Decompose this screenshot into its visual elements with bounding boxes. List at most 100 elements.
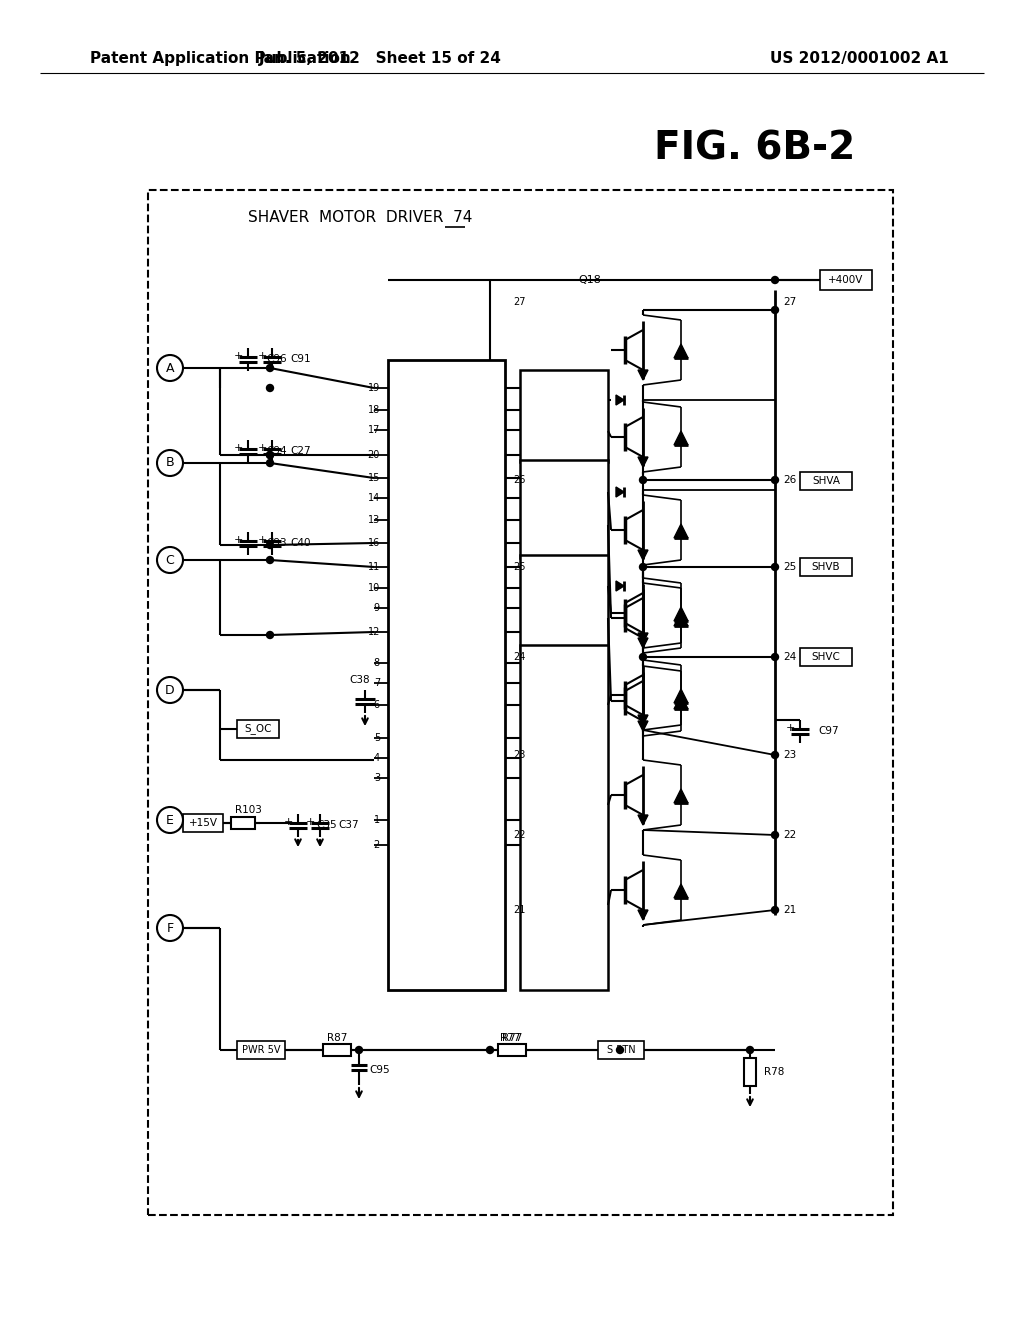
Text: C97: C97 [818, 726, 839, 737]
Text: SHVB: SHVB [812, 562, 841, 572]
Bar [237, 1041, 285, 1059]
Circle shape [771, 751, 778, 759]
Bar [148, 190, 893, 1214]
Bar [800, 473, 852, 490]
Polygon shape [638, 814, 648, 825]
Text: +: + [233, 535, 243, 545]
Text: A: A [166, 362, 174, 375]
Polygon shape [674, 689, 688, 704]
Text: FIG. 6B-2: FIG. 6B-2 [654, 129, 856, 168]
Circle shape [266, 459, 273, 466]
Text: 17: 17 [368, 425, 380, 436]
Text: 23: 23 [513, 750, 525, 760]
Text: Q18: Q18 [579, 275, 601, 285]
Text: R78: R78 [764, 1067, 784, 1077]
Text: 8: 8 [374, 657, 380, 668]
Circle shape [266, 541, 273, 549]
Text: +: + [785, 723, 795, 733]
Circle shape [266, 384, 273, 392]
Circle shape [486, 1047, 494, 1053]
Text: +15V: +15V [188, 818, 217, 828]
Circle shape [266, 631, 273, 639]
Text: PWR 5V: PWR 5V [242, 1045, 281, 1055]
Polygon shape [638, 715, 648, 725]
Polygon shape [674, 524, 688, 539]
Polygon shape [674, 432, 688, 445]
Text: C96: C96 [266, 354, 287, 364]
Text: US 2012/0001002 A1: US 2012/0001002 A1 [770, 50, 949, 66]
Text: +: + [284, 817, 293, 828]
Text: C37: C37 [338, 820, 358, 830]
Text: R87: R87 [327, 1034, 347, 1043]
Bar [598, 1041, 644, 1059]
Text: C38: C38 [349, 675, 371, 685]
Text: +400V: +400V [828, 275, 863, 285]
Bar [520, 370, 608, 462]
Polygon shape [638, 634, 648, 643]
Circle shape [266, 451, 273, 458]
Text: 11: 11 [368, 562, 380, 572]
Text: C: C [166, 553, 174, 566]
Polygon shape [674, 696, 688, 709]
Circle shape [771, 832, 778, 838]
Text: C40: C40 [290, 539, 310, 548]
Text: 20: 20 [368, 450, 380, 459]
Text: B: B [166, 457, 174, 470]
Bar [820, 271, 872, 290]
Text: C27: C27 [290, 446, 310, 455]
Text: SHVC: SHVC [812, 652, 841, 663]
Text: 12: 12 [368, 627, 380, 638]
Text: R77: R77 [500, 1034, 520, 1043]
Text: 27: 27 [783, 297, 797, 308]
Bar [323, 1044, 351, 1056]
Circle shape [771, 306, 778, 314]
Text: 6: 6 [374, 700, 380, 710]
Polygon shape [638, 909, 648, 920]
Text: 25: 25 [783, 562, 797, 572]
Text: 21: 21 [783, 906, 797, 915]
Text: 19: 19 [368, 383, 380, 393]
Circle shape [355, 1047, 362, 1053]
Polygon shape [638, 638, 648, 648]
Text: 1: 1 [374, 814, 380, 825]
Circle shape [266, 451, 273, 458]
Text: 18: 18 [368, 405, 380, 414]
Text: 26: 26 [783, 475, 797, 484]
Text: S RTN: S RTN [606, 1045, 635, 1055]
Text: SHAVER  MOTOR  DRIVER  74: SHAVER MOTOR DRIVER 74 [248, 210, 472, 226]
Text: 3: 3 [374, 774, 380, 783]
Polygon shape [674, 607, 688, 620]
Polygon shape [616, 581, 624, 591]
Polygon shape [674, 789, 688, 803]
Circle shape [771, 653, 778, 660]
Polygon shape [638, 550, 648, 560]
Text: 26: 26 [513, 475, 525, 484]
Text: 24: 24 [513, 652, 525, 663]
Bar [520, 459, 608, 558]
Polygon shape [674, 612, 688, 626]
Text: 10: 10 [368, 583, 380, 593]
Text: +: + [233, 444, 243, 453]
Text: +: + [257, 535, 266, 545]
Bar [744, 1059, 756, 1086]
Polygon shape [674, 884, 688, 898]
Polygon shape [638, 721, 648, 731]
Text: 5: 5 [374, 733, 380, 743]
Text: 9: 9 [374, 603, 380, 612]
Text: 13: 13 [368, 515, 380, 525]
Text: R77: R77 [502, 1034, 522, 1043]
Bar [237, 719, 279, 738]
Circle shape [266, 557, 273, 564]
Bar [498, 1044, 526, 1056]
Text: 2: 2 [374, 840, 380, 850]
Circle shape [640, 564, 646, 570]
Polygon shape [616, 487, 624, 498]
Text: 15: 15 [368, 473, 380, 483]
Bar [231, 817, 255, 829]
Text: C93: C93 [266, 539, 287, 548]
Text: F: F [167, 921, 173, 935]
Text: 25: 25 [513, 562, 525, 572]
Bar [183, 814, 223, 832]
Text: 22: 22 [783, 830, 797, 840]
Circle shape [640, 477, 646, 483]
